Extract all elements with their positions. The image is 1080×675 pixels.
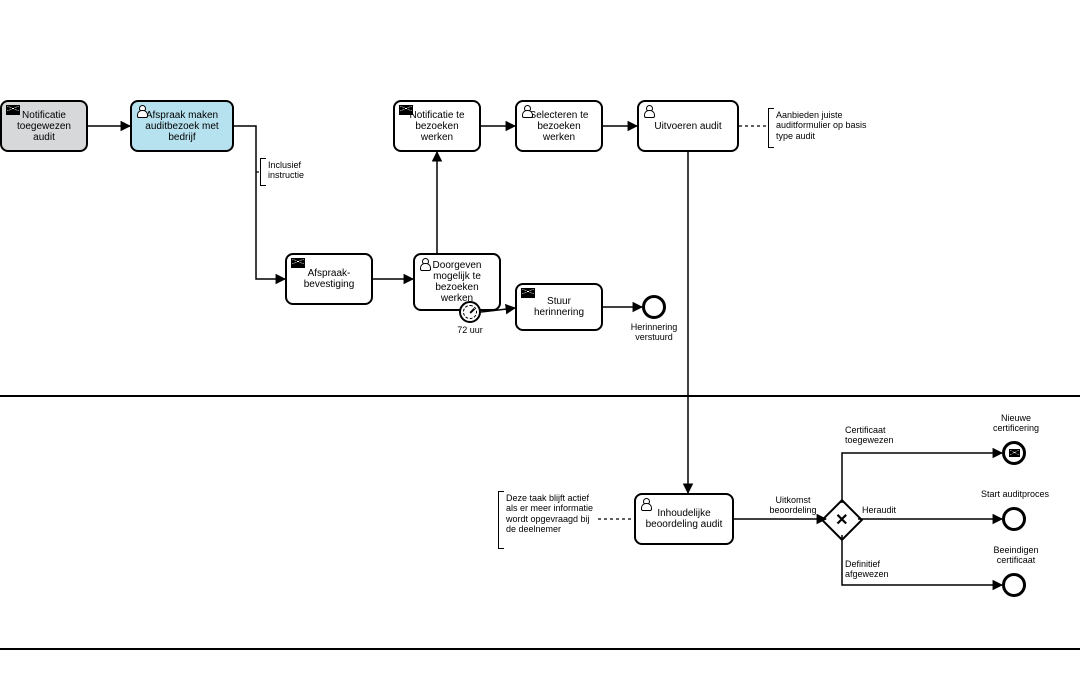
gateway-branch-mid: Heraudit (862, 506, 922, 516)
lane-divider-2 (0, 648, 1080, 650)
annotation-text-1: Inclusief instructie (268, 160, 318, 181)
task-notificatie-toegewezen-audit: Notificatie toegewezen audit (0, 100, 88, 152)
end-event-start-auditproces (1002, 507, 1026, 531)
envelope-icon (6, 105, 20, 115)
task-stuur-herinnering: Stuur herinnering (515, 283, 603, 331)
task-label: Stuur herinnering (523, 296, 595, 318)
task-afspraakbevestiging: Afspraak- bevestiging (285, 253, 373, 305)
task-doorgeven-werken: Doorgeven mogelijk te bezoeken werken (413, 253, 501, 311)
gateway-branch-bot: Definitief afgewezen (845, 560, 915, 580)
annotation-text-2: Aanbieden juiste auditformulier op basis… (776, 110, 876, 141)
task-selecteren-werken: Selecteren te bezoeken werken (515, 100, 603, 152)
end-label-herinnering: Herinnering verstuurd (623, 323, 685, 343)
gateway-uitkomst: ✕ (821, 499, 863, 541)
annotation-bracket-2 (768, 108, 774, 148)
task-notificatie-bezoeken: Notificatie te bezoeken werken (393, 100, 481, 152)
annotation-text-3: Deze taak blijft actief als er meer info… (506, 493, 598, 534)
timer-event-72uur (459, 301, 481, 323)
annotation-bracket-3 (498, 491, 504, 549)
gateway-branch-top: Certificaat toegewezen (845, 426, 915, 446)
envelope-icon (521, 288, 535, 298)
task-afspraak-maken: Afspraak maken auditbezoek met bedrijf (130, 100, 234, 152)
gateway-in-label: Uitkomst beoordeling (762, 496, 824, 516)
lane-divider-1 (0, 395, 1080, 397)
user-icon (643, 105, 657, 115)
task-uitvoeren-audit: Uitvoeren audit (637, 100, 739, 152)
user-icon (640, 498, 654, 508)
end-event-beeindigen (1002, 573, 1026, 597)
end-event-herinnering (642, 295, 666, 319)
envelope-icon (399, 105, 413, 115)
envelope-icon (1009, 449, 1020, 457)
envelope-icon (291, 258, 305, 268)
task-label: Afspraak maken auditbezoek met bedrijf (138, 110, 226, 143)
task-label: Uitvoeren audit (654, 121, 721, 132)
end-label-start: Start auditproces (976, 490, 1054, 500)
user-icon (136, 105, 150, 115)
end-label-nieuwe: Nieuwe certificering (984, 414, 1048, 434)
timer-label: 72 uur (449, 326, 491, 336)
annotation-bracket-1 (260, 158, 266, 186)
end-label-beeindigen: Beeindigen certificaat (984, 546, 1048, 566)
task-label: Inhoudelijke beoordeling audit (642, 508, 726, 530)
end-event-nieuwe-certificering (1002, 441, 1026, 465)
user-icon (521, 105, 535, 115)
task-label: Afspraak- bevestiging (304, 268, 355, 290)
task-inhoudelijke-beoordeling: Inhoudelijke beoordeling audit (634, 493, 734, 545)
user-icon (419, 258, 433, 268)
